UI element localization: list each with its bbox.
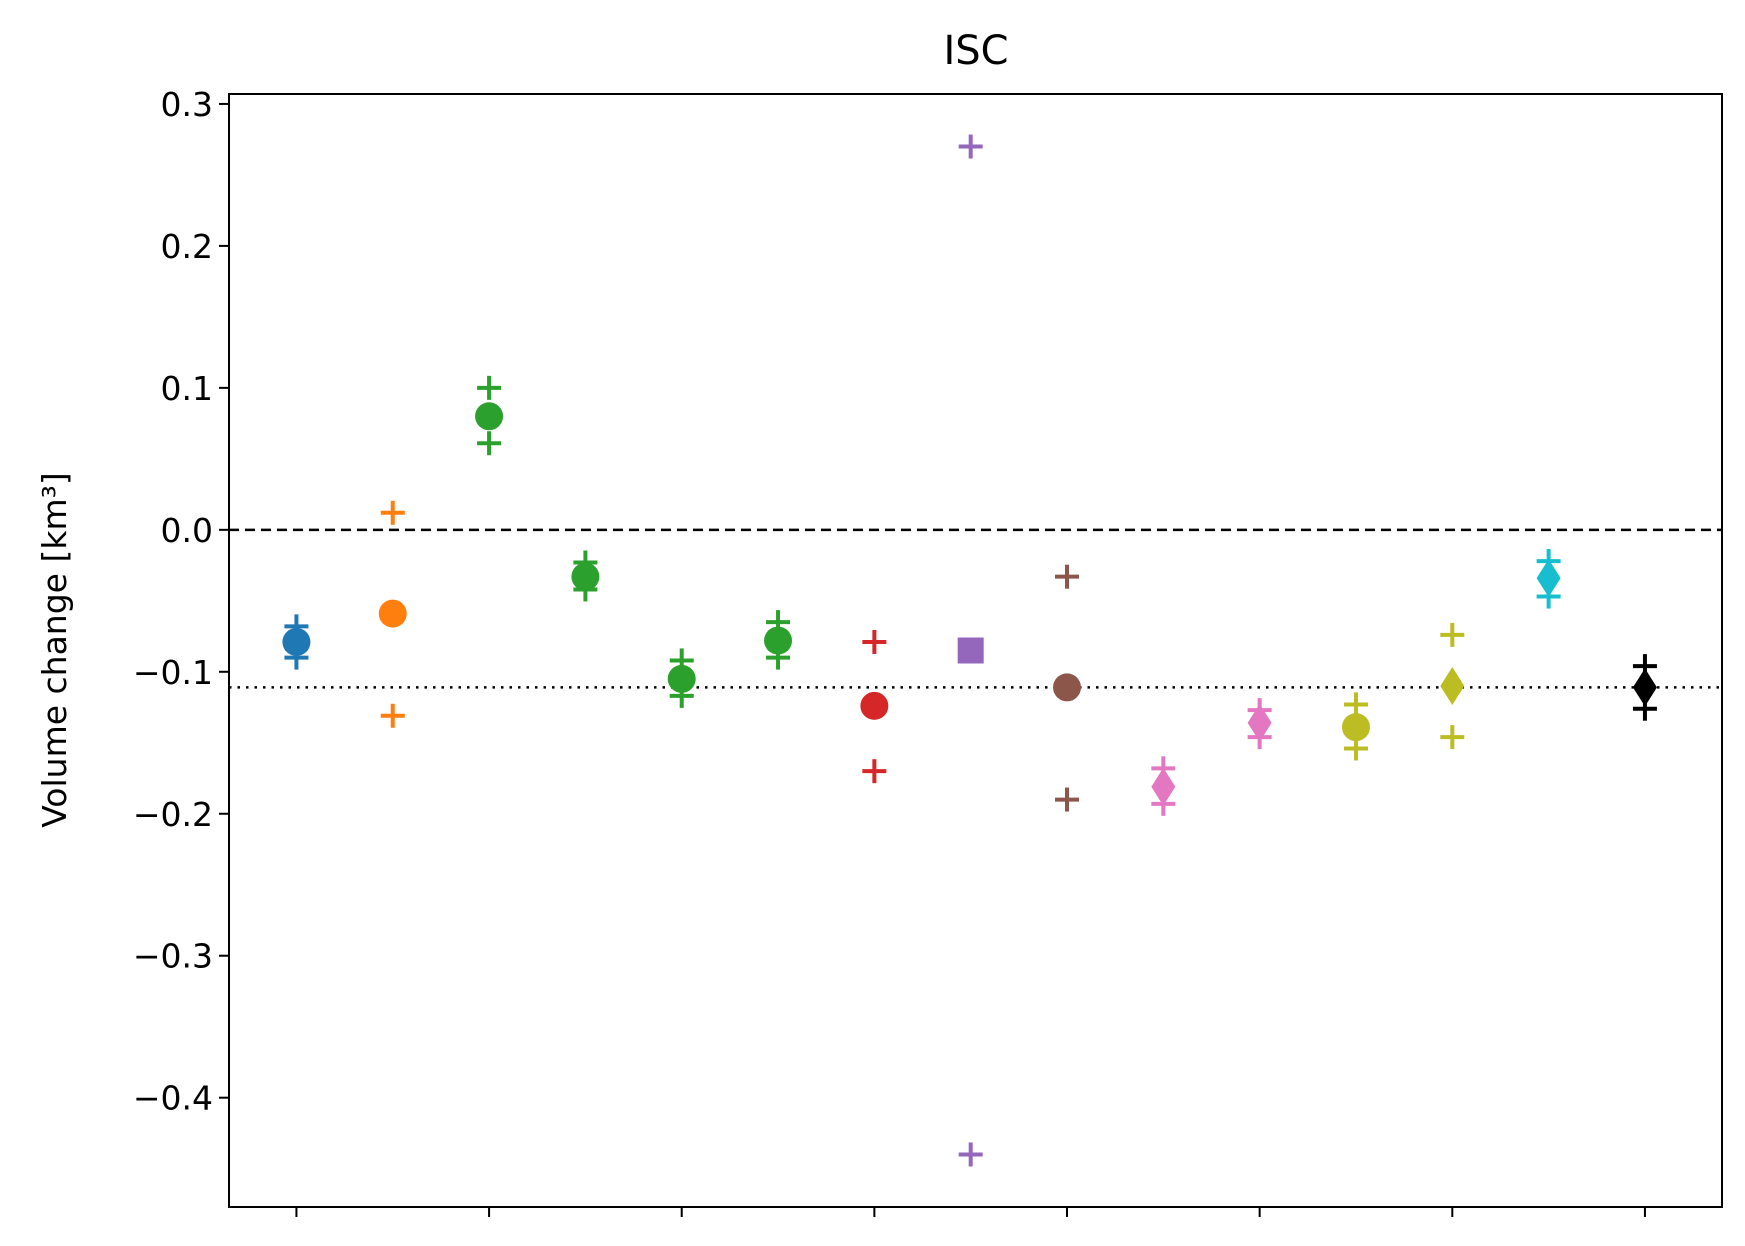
bound-plus-marker bbox=[1440, 725, 1465, 750]
bound-plus-marker bbox=[1343, 692, 1368, 717]
data-point-10 bbox=[1151, 756, 1176, 816]
bound-plus-marker bbox=[1055, 564, 1080, 589]
y-tick-label: 0.1 bbox=[161, 369, 213, 408]
y-tick-label: 0.2 bbox=[161, 227, 213, 266]
data-point-3 bbox=[475, 375, 504, 456]
axes: 0.3 0.2 0.1 0.0 −0.1 −0.2 −0.3 −0.4 bbox=[133, 85, 1646, 1217]
data-point-8 bbox=[957, 134, 984, 1167]
y-tick-label: 0.0 bbox=[161, 511, 213, 550]
bound-plus-marker bbox=[1440, 622, 1465, 647]
data-point-1 bbox=[282, 614, 311, 670]
data-point-6 bbox=[764, 610, 793, 670]
diamond-marker bbox=[1151, 767, 1176, 806]
diamond-marker bbox=[1247, 703, 1272, 742]
circle-marker bbox=[860, 691, 889, 720]
bound-plus-marker bbox=[1055, 787, 1080, 812]
bound-plus-marker bbox=[958, 134, 983, 159]
y-tick-label: −0.3 bbox=[133, 937, 213, 976]
data-point-4 bbox=[571, 550, 600, 602]
data-point-2 bbox=[378, 500, 407, 728]
bound-plus-marker bbox=[958, 1142, 983, 1167]
diamond-marker bbox=[1632, 668, 1657, 707]
data-point-14 bbox=[1536, 549, 1561, 609]
circle-marker bbox=[1053, 673, 1082, 702]
circle-marker bbox=[1341, 713, 1370, 742]
circle-marker bbox=[378, 599, 407, 628]
circle-marker bbox=[667, 664, 696, 693]
bound-plus-marker bbox=[380, 500, 405, 525]
y-tick-label: −0.1 bbox=[133, 653, 213, 692]
circle-marker bbox=[764, 626, 793, 655]
plot-area bbox=[229, 134, 1722, 1167]
diamond-marker bbox=[1440, 666, 1465, 705]
bound-plus-marker bbox=[477, 431, 502, 456]
y-axis-label: Volume change [km³] bbox=[35, 472, 74, 827]
chart-title: ISC bbox=[943, 28, 1008, 74]
plot-frame bbox=[228, 93, 1723, 1208]
circle-marker bbox=[282, 627, 311, 656]
circle-marker bbox=[475, 402, 504, 431]
y-tick-label: 0.3 bbox=[161, 85, 213, 124]
data-point-9 bbox=[1053, 564, 1082, 812]
data-point-7 bbox=[860, 629, 889, 784]
y-tick-label: −0.2 bbox=[133, 795, 213, 834]
bound-plus-marker bbox=[477, 375, 502, 400]
diamond-marker bbox=[1536, 559, 1561, 598]
bound-plus-marker bbox=[862, 629, 887, 654]
bound-plus-marker bbox=[862, 759, 887, 784]
data-point-13 bbox=[1440, 622, 1465, 750]
bound-plus-marker bbox=[380, 703, 405, 728]
data-point-5 bbox=[667, 648, 696, 708]
square-marker bbox=[957, 637, 984, 664]
circle-marker bbox=[571, 562, 600, 591]
data-point-15 bbox=[1632, 654, 1657, 721]
data-point-11 bbox=[1247, 698, 1272, 750]
y-tick-label: −0.4 bbox=[133, 1079, 213, 1118]
data-point-12 bbox=[1341, 692, 1370, 761]
